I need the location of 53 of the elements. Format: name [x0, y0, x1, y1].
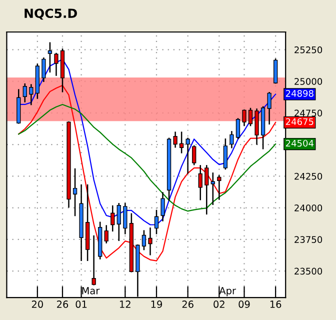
candlestick [274, 58, 278, 84]
data-label: 24504 [286, 140, 314, 147]
candlestick [192, 145, 196, 166]
y-tick-label: 25250 [294, 46, 322, 54]
candlestick [22, 83, 27, 102]
data-label: 24675 [286, 118, 314, 126]
x-tick-label: 01 [76, 300, 87, 308]
candlestick [148, 228, 152, 256]
annotation: Mar [82, 287, 100, 294]
y-tick-label: 23750 [294, 236, 322, 243]
x-tick-label: 19 [151, 300, 162, 308]
y-tick-label: 25000 [294, 78, 322, 85]
candlestick [160, 192, 165, 222]
candlestick [54, 52, 58, 76]
chart-title: NQC5.D [24, 8, 77, 20]
x-tick-label: 26 [182, 300, 194, 308]
x-tick-label: 20 [32, 300, 43, 308]
y-tick-label: 24000 [294, 204, 322, 212]
candlestick [267, 92, 272, 124]
x-tick-label: 02 [214, 300, 224, 308]
candlestick [92, 235, 96, 286]
x-tick-label: 12 [120, 300, 130, 308]
candlestick [204, 165, 209, 214]
data-label: 24898 [286, 90, 314, 97]
x-tick-label: 26 [57, 300, 68, 308]
candlestick [217, 175, 222, 200]
candlestick [48, 42, 52, 72]
line-series [18, 104, 276, 212]
candlestick [223, 138, 228, 170]
candlestick [72, 168, 78, 216]
candlestick [248, 108, 253, 126]
candlestick [123, 203, 128, 234]
candlestick [230, 131, 234, 148]
candlestick [116, 203, 121, 242]
candlestick [242, 110, 246, 126]
line-series [18, 84, 276, 262]
candlestick [104, 225, 108, 244]
x-tick-label: 16 [270, 300, 282, 308]
x-tick-label: 09 [238, 300, 250, 308]
annotation: Apr [219, 287, 236, 296]
y-tick-label: 24250 [294, 172, 322, 180]
candlestick [186, 138, 190, 174]
candlestick [29, 84, 34, 106]
candlestick [154, 210, 159, 234]
candlestick [236, 118, 240, 139]
candlestick [198, 165, 202, 200]
candlestick [110, 205, 115, 232]
candlestick [179, 132, 184, 154]
y-tick-label: 23500 [294, 268, 322, 275]
y-tick-label: 24750 [294, 110, 322, 117]
candlestick [42, 58, 46, 82]
candlestick [142, 230, 146, 250]
candlestick [173, 132, 178, 148]
